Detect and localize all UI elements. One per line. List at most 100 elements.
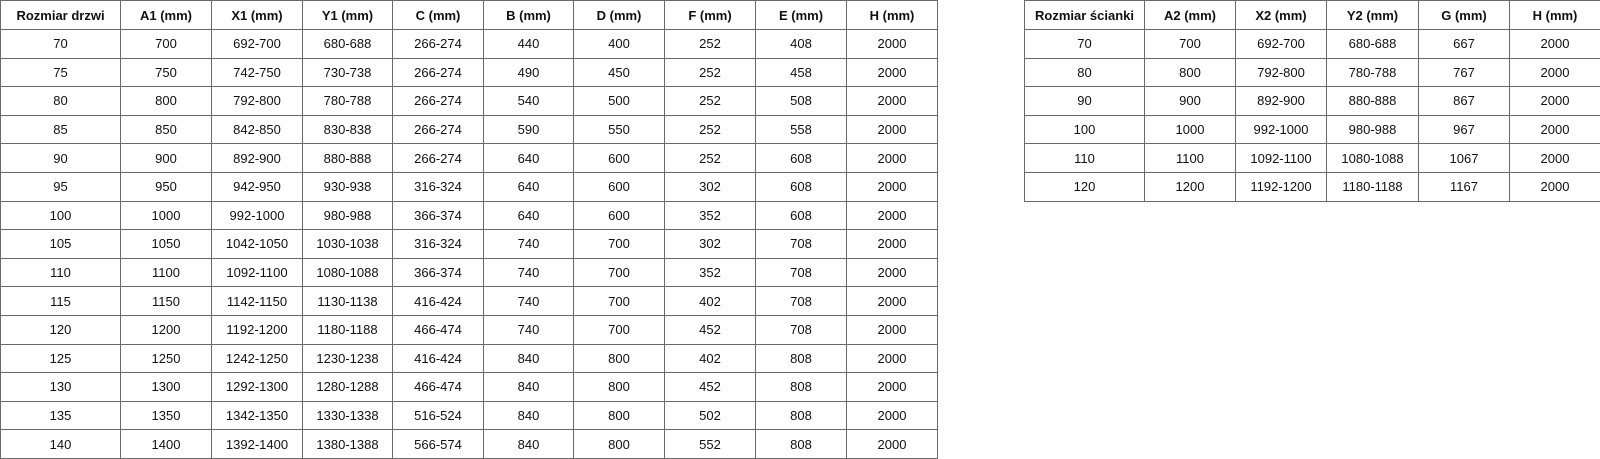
table-cell: 95 — [0, 171, 121, 202]
table-body: 70 700 692-700 680-688 266-274 440 400 252 408 20… — [0, 29, 938, 459]
table-cell: 1200 — [1144, 171, 1236, 202]
table-cell: 792-800 — [1235, 57, 1327, 88]
table-row: 115 1150 1142-1150 1130-1138 416-424 740 700 40… — [0, 286, 938, 316]
table-cell: 780-788 — [302, 86, 393, 116]
table-cell: 490 — [483, 57, 574, 88]
table-cell: 2000 — [846, 114, 938, 145]
table-cell: 840 — [483, 372, 574, 402]
table-cell: 85 — [0, 114, 121, 145]
table-cell: 2000 — [846, 171, 938, 202]
table-cell: 500 — [573, 86, 665, 116]
table-body: 70 700 692-700 680-688 667 2000 80 800 792-800 78… — [1024, 29, 1600, 202]
table-cell: 730-738 — [302, 57, 393, 88]
table-cell: 808 — [755, 372, 847, 402]
table-cell: 366-374 — [392, 257, 484, 288]
table-cell: 2000 — [846, 143, 938, 173]
table-cell: 70 — [0, 29, 121, 59]
table-cell: 466-474 — [392, 372, 484, 402]
table-cell: 352 — [664, 257, 756, 288]
table-cell: 540 — [483, 86, 574, 116]
table-cell: 590 — [483, 114, 574, 145]
table-cell: 880-888 — [1326, 86, 1419, 116]
table-cell: 2000 — [846, 286, 938, 316]
table-cell: 640 — [483, 171, 574, 202]
table-cell: 1230-1238 — [302, 343, 393, 374]
table-cell: 967 — [1418, 114, 1510, 145]
table-cell: 700 — [1144, 29, 1236, 59]
table-cell: 416-424 — [392, 286, 484, 316]
table-row: 100 1000 992-1000 980-988 366-374 640 600 352 60… — [0, 200, 938, 231]
table-cell: 1092-1100 — [1235, 143, 1327, 173]
table-cell: 130 — [0, 372, 121, 402]
table-cell: 408 — [755, 29, 847, 59]
table-cell: 708 — [755, 314, 847, 345]
table-cell: 992-1000 — [211, 200, 303, 231]
table-cell: 2000 — [846, 86, 938, 116]
column-header: Rozmiar drzwi — [0, 0, 121, 30]
table-cell: 1130-1138 — [302, 286, 393, 316]
table-cell: 266-274 — [392, 86, 484, 116]
table-cell: 980-988 — [1326, 114, 1419, 145]
table-cell: 600 — [573, 171, 665, 202]
column-header: X2 (mm) — [1235, 0, 1327, 30]
table-cell: 1080-1088 — [302, 257, 393, 288]
table-cell: 440 — [483, 29, 574, 59]
table-cell: 1000 — [120, 200, 212, 231]
table-cell: 1167 — [1418, 171, 1510, 202]
table-cell: 266-274 — [392, 29, 484, 59]
table-cell: 600 — [573, 143, 665, 173]
table-cell: 800 — [573, 400, 665, 431]
table-cell: 840 — [483, 400, 574, 431]
column-header: X1 (mm) — [211, 0, 303, 30]
table-row: 70 700 692-700 680-688 667 2000 — [1024, 29, 1600, 59]
table-cell: 2000 — [846, 257, 938, 288]
table-cell: 700 — [573, 314, 665, 345]
table-cell: 2000 — [1509, 114, 1600, 145]
table-cell: 2000 — [846, 429, 938, 459]
table-cell: 1192-1200 — [1235, 171, 1327, 202]
table-cell: 1067 — [1418, 143, 1510, 173]
table-cell: 980-988 — [302, 200, 393, 231]
table-cell: 2000 — [1509, 57, 1600, 88]
table-cell: 740 — [483, 229, 574, 259]
table-cell: 830-838 — [302, 114, 393, 145]
table-cell: 867 — [1418, 86, 1510, 116]
table-cell: 80 — [0, 86, 121, 116]
table-cell: 450 — [573, 57, 665, 88]
table-cell: 1330-1338 — [302, 400, 393, 431]
table-cell: 120 — [1024, 171, 1145, 202]
table-cell: 550 — [573, 114, 665, 145]
column-header: G (mm) — [1418, 0, 1510, 30]
table-cell: 808 — [755, 343, 847, 374]
table-row: 95 950 942-950 930-938 316-324 640 600 302 608 20… — [0, 171, 938, 202]
table-cell: 608 — [755, 200, 847, 231]
table-cell: 90 — [0, 143, 121, 173]
table-cell: 992-1000 — [1235, 114, 1327, 145]
table-cell: 892-900 — [211, 143, 303, 173]
table-cell: 100 — [1024, 114, 1145, 145]
table-cell: 1392-1400 — [211, 429, 303, 459]
table-cell: 1000 — [1144, 114, 1236, 145]
table-cell: 266-274 — [392, 57, 484, 88]
table-row: 90 900 892-900 880-888 867 2000 — [1024, 86, 1600, 116]
table-cell: 1080-1088 — [1326, 143, 1419, 173]
table-cell: 252 — [664, 86, 756, 116]
table-cell: 667 — [1418, 29, 1510, 59]
table-row: 125 1250 1242-1250 1230-1238 416-424 840 800 40… — [0, 343, 938, 374]
table-cell: 800 — [120, 86, 212, 116]
table-cell: 466-474 — [392, 314, 484, 345]
table-cell: 1192-1200 — [211, 314, 303, 345]
table-row: 120 1200 1192-1200 1180-1188 466-474 740 700 45… — [0, 314, 938, 345]
table-cell: 352 — [664, 200, 756, 231]
table-cell: 416-424 — [392, 343, 484, 374]
table-cell: 700 — [573, 229, 665, 259]
table-cell: 2000 — [846, 57, 938, 88]
table-cell: 1180-1188 — [302, 314, 393, 345]
table-cell: 516-524 — [392, 400, 484, 431]
table-cell: 2000 — [846, 400, 938, 431]
table-cell: 780-788 — [1326, 57, 1419, 88]
column-header: Y2 (mm) — [1326, 0, 1419, 30]
column-header: A1 (mm) — [120, 0, 212, 30]
table-cell: 115 — [0, 286, 121, 316]
table-cell: 700 — [573, 257, 665, 288]
